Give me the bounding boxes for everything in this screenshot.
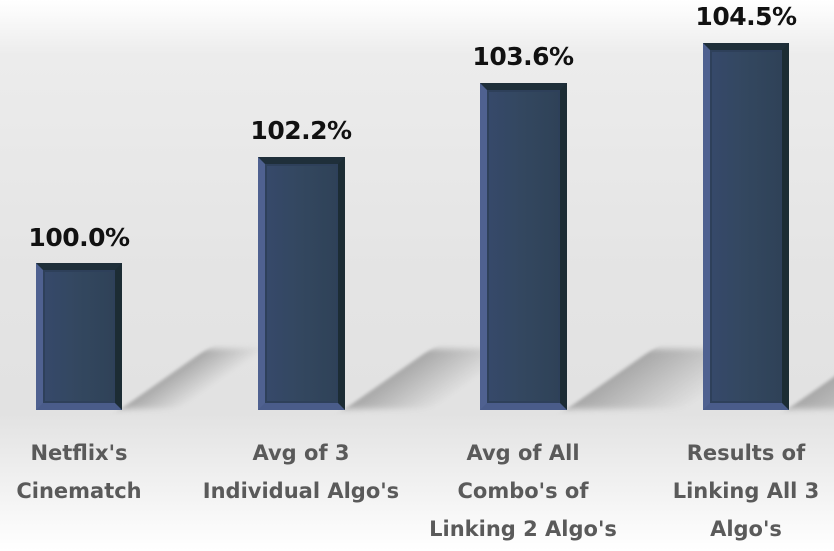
data-label: 104.5%: [695, 2, 797, 31]
bar-netflix-cinematch: [36, 263, 122, 410]
bar-shadow: [788, 349, 834, 409]
data-label: 102.2%: [250, 116, 352, 145]
data-label: 100.0%: [28, 223, 130, 252]
x-axis-label: Avg of All Combo's of Linking 2 Algo's: [429, 441, 617, 541]
x-axis-label: Netflix's Cinematch: [16, 441, 142, 503]
x-axis-label: Results of Linking All 3 Algo's: [672, 441, 820, 541]
bar-shadow: [121, 349, 267, 409]
bar-avg-combo-2-algos: [480, 83, 567, 410]
bar-avg-individual-algos: [258, 157, 345, 410]
data-label: 103.6%: [472, 42, 574, 71]
x-axis-label: Avg of 3 Individual Algo's: [202, 441, 400, 503]
bar-linking-all-3-algos: [703, 43, 789, 410]
